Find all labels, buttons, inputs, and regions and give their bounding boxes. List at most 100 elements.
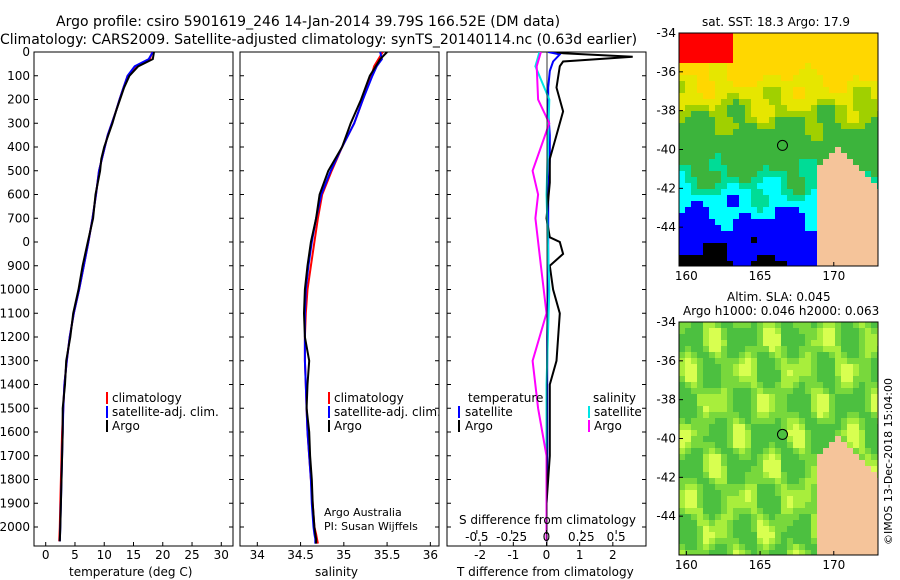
map-cell — [739, 123, 746, 130]
map-cell — [739, 147, 746, 154]
map-cell — [703, 195, 710, 202]
map-cell — [835, 334, 842, 341]
map-cell — [817, 442, 824, 449]
map-cell — [823, 213, 830, 220]
map-cell — [691, 171, 698, 178]
map-cell — [769, 376, 776, 383]
map-cell — [853, 63, 860, 70]
map-cell — [853, 57, 860, 64]
map-cell — [817, 51, 824, 58]
map-y-tick-label: -38 — [656, 393, 676, 407]
map-cell — [829, 99, 836, 106]
map-cell — [853, 177, 860, 184]
map-cell — [751, 442, 758, 449]
map-cell — [859, 57, 866, 64]
map-cell — [709, 75, 716, 82]
map-cell — [835, 358, 842, 365]
legend-label: Argo — [112, 419, 140, 433]
map-cell — [871, 394, 878, 401]
map-cell — [757, 484, 764, 491]
map-cell — [733, 496, 740, 503]
map-cell — [805, 472, 812, 479]
map-cell — [793, 231, 800, 238]
map-cell — [799, 255, 806, 262]
map-cell — [733, 550, 740, 555]
map-cell — [853, 358, 860, 365]
map-cell — [739, 376, 746, 383]
map-cell — [697, 412, 704, 419]
map-cell — [829, 538, 836, 545]
map-cell — [811, 430, 818, 437]
map-cell — [793, 63, 800, 70]
map-cell — [709, 129, 716, 136]
map-cell — [775, 400, 782, 407]
map-cell — [763, 189, 770, 196]
map-cell — [853, 165, 860, 172]
map-cell — [859, 165, 866, 172]
map-cell — [739, 382, 746, 389]
map-cell — [817, 255, 824, 262]
map-cell — [841, 39, 848, 46]
map-cell — [757, 153, 764, 160]
map-cell — [715, 394, 722, 401]
map-cell — [751, 39, 758, 46]
map-cell — [679, 111, 686, 118]
map-cell — [763, 508, 770, 515]
map-cell — [775, 370, 782, 377]
map-cell — [823, 201, 830, 208]
map-cell — [709, 99, 716, 106]
map-cell — [793, 370, 800, 377]
map-cell — [823, 129, 830, 136]
map-cell — [715, 207, 722, 214]
map-cell — [787, 69, 794, 76]
map-cell — [811, 394, 818, 401]
map-cell — [685, 322, 692, 329]
map-cell — [769, 352, 776, 359]
map-cell — [733, 231, 740, 238]
map-cell — [763, 340, 770, 347]
map-cell — [697, 328, 704, 335]
map-cell — [871, 45, 878, 52]
map-cell — [757, 225, 764, 232]
map-cell — [739, 57, 746, 64]
map-cell — [823, 478, 830, 485]
map-cell — [733, 352, 740, 359]
map-cell — [847, 340, 854, 347]
map-cell — [823, 225, 830, 232]
map-cell — [703, 388, 710, 395]
map-cell — [829, 418, 836, 425]
map-cell — [733, 75, 740, 82]
map-cell — [847, 550, 854, 555]
map-cell — [697, 117, 704, 124]
map-cell — [697, 424, 704, 431]
map-cell — [835, 249, 842, 256]
map-cell — [811, 472, 818, 479]
map-cell — [817, 322, 824, 329]
map-cell — [769, 460, 776, 467]
map-cell — [679, 123, 686, 130]
map-cell — [679, 430, 686, 437]
map-cell — [805, 430, 812, 437]
map-cell — [859, 352, 866, 359]
map-cell — [763, 147, 770, 154]
map-cell — [859, 526, 866, 533]
map-cell — [865, 201, 872, 208]
map-cell — [679, 436, 686, 443]
map-cell — [709, 526, 716, 533]
map-cell — [847, 520, 854, 527]
map-cell — [805, 51, 812, 58]
map-cell — [829, 87, 836, 94]
map-cell — [787, 448, 794, 455]
map-cell — [811, 45, 818, 52]
map-cell — [865, 442, 872, 449]
map-cell — [709, 177, 716, 184]
map-cell — [769, 147, 776, 154]
map-cell — [793, 496, 800, 503]
map-cell — [871, 129, 878, 136]
map-cell — [745, 550, 752, 555]
map-cell — [847, 255, 854, 262]
difference-ticks: -2 -1 0 1 2 — [474, 542, 617, 562]
map-cell — [733, 382, 740, 389]
map-cell — [715, 484, 722, 491]
map-cell — [805, 382, 812, 389]
